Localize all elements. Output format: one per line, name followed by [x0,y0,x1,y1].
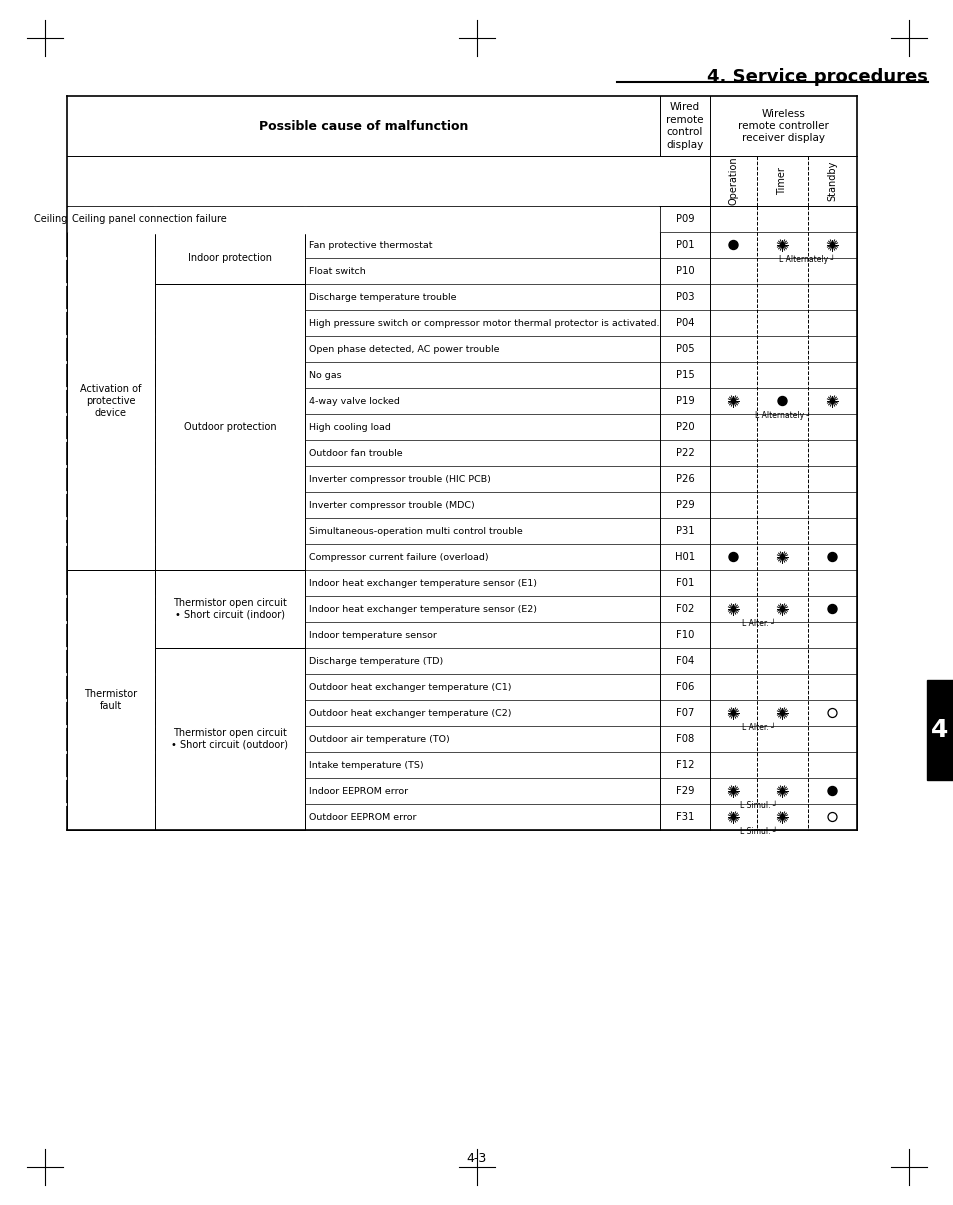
Text: P03: P03 [675,292,694,302]
Circle shape [827,605,836,613]
Text: Simultaneous-operation multi control trouble: Simultaneous-operation multi control tro… [309,527,522,535]
Text: Indoor EEPROM error: Indoor EEPROM error [309,787,408,795]
Text: F06: F06 [675,682,694,692]
Text: Discharge temperature trouble: Discharge temperature trouble [309,293,456,301]
Text: High pressure switch or compressor motor thermal protector is activated.: High pressure switch or compressor motor… [309,318,659,328]
Text: Outdoor heat exchanger temperature (C2): Outdoor heat exchanger temperature (C2) [309,709,511,717]
Text: Fan protective thermostat: Fan protective thermostat [309,241,432,249]
Text: Thermistor open circuit
• Short circuit (indoor): Thermistor open circuit • Short circuit … [172,598,287,619]
Text: Wireless
remote controller
receiver display: Wireless remote controller receiver disp… [738,108,828,143]
Text: P31: P31 [675,527,694,536]
Text: Outdoor protection: Outdoor protection [184,422,276,433]
Text: L Alter. ┘: L Alter. ┘ [741,723,775,731]
Text: F02: F02 [675,604,694,615]
Text: 4-way valve locked: 4-way valve locked [309,396,399,406]
Text: Outdoor air temperature (TO): Outdoor air temperature (TO) [309,735,449,743]
Text: Thermistor open circuit
• Short circuit (outdoor): Thermistor open circuit • Short circuit … [172,728,288,750]
Text: P10: P10 [675,266,694,276]
Text: 4. Service procedures: 4. Service procedures [706,67,927,86]
Text: Open phase detected, AC power trouble: Open phase detected, AC power trouble [309,345,499,353]
Text: P29: P29 [675,500,694,510]
Text: F08: F08 [675,734,694,743]
Text: L Alternately ┘: L Alternately ┘ [778,255,834,264]
Text: Outdoor heat exchanger temperature (C1): Outdoor heat exchanger temperature (C1) [309,682,511,692]
Text: Float switch: Float switch [309,266,365,276]
Text: P22: P22 [675,448,694,458]
Text: L Simul. ┘: L Simul. ┘ [740,801,777,810]
Text: F31: F31 [675,812,694,822]
Circle shape [827,553,836,562]
Circle shape [778,396,786,406]
Text: L Alter. ┘: L Alter. ┘ [741,619,775,628]
Text: P01: P01 [675,240,694,249]
Text: P15: P15 [675,370,694,380]
Text: F12: F12 [675,760,694,770]
Bar [926,680,952,780]
Text: P26: P26 [675,474,694,484]
Text: Standby: Standby [826,160,837,201]
Circle shape [728,241,738,249]
Text: Indoor heat exchanger temperature sensor (E2): Indoor heat exchanger temperature sensor… [309,605,537,613]
Text: F10: F10 [675,630,694,640]
Text: Outdoor EEPROM error: Outdoor EEPROM error [309,812,416,822]
Text: P04: P04 [675,318,694,328]
Text: Wired
remote
control
display: Wired remote control display [665,102,703,149]
Text: Indoor heat exchanger temperature sensor (E1): Indoor heat exchanger temperature sensor… [309,578,537,588]
Text: P05: P05 [675,343,694,354]
Bar [68,206,659,231]
Text: 4: 4 [930,718,947,742]
Text: Ceiling panel connection failure: Ceiling panel connection failure [33,214,188,224]
Text: P19: P19 [675,396,694,406]
Circle shape [728,553,738,562]
Text: Compressor current failure (overload): Compressor current failure (overload) [309,553,488,562]
Text: Operation: Operation [728,157,738,205]
Text: P20: P20 [675,422,694,433]
Text: P09: P09 [675,214,694,224]
Text: No gas: No gas [309,370,341,380]
Text: Inverter compressor trouble (MDC): Inverter compressor trouble (MDC) [309,500,475,510]
Text: F29: F29 [675,786,694,797]
Text: Thermistor
fault: Thermistor fault [85,689,137,711]
Text: Ceiling panel connection failure: Ceiling panel connection failure [71,214,227,224]
Text: Intake temperature (TS): Intake temperature (TS) [309,760,423,770]
Text: L Simul. ┘: L Simul. ┘ [740,827,777,836]
Text: High cooling load: High cooling load [309,423,391,431]
Text: Possible cause of malfunction: Possible cause of malfunction [258,119,468,133]
Text: Indoor protection: Indoor protection [188,253,272,263]
Text: Activation of
protective
device: Activation of protective device [80,384,142,418]
Text: H01: H01 [674,552,695,562]
Text: F04: F04 [675,656,694,666]
Text: Discharge temperature (TD): Discharge temperature (TD) [309,657,443,665]
Text: Outdoor fan trouble: Outdoor fan trouble [309,448,402,458]
Text: 4-3: 4-3 [466,1152,487,1164]
Text: F01: F01 [675,578,694,588]
Text: L Alternately ┘: L Alternately ┘ [755,411,811,421]
Circle shape [827,787,836,795]
Text: Inverter compressor trouble (HIC PCB): Inverter compressor trouble (HIC PCB) [309,475,491,483]
Text: Indoor temperature sensor: Indoor temperature sensor [309,630,436,640]
Text: F07: F07 [675,709,694,718]
Text: Timer: Timer [777,167,786,195]
